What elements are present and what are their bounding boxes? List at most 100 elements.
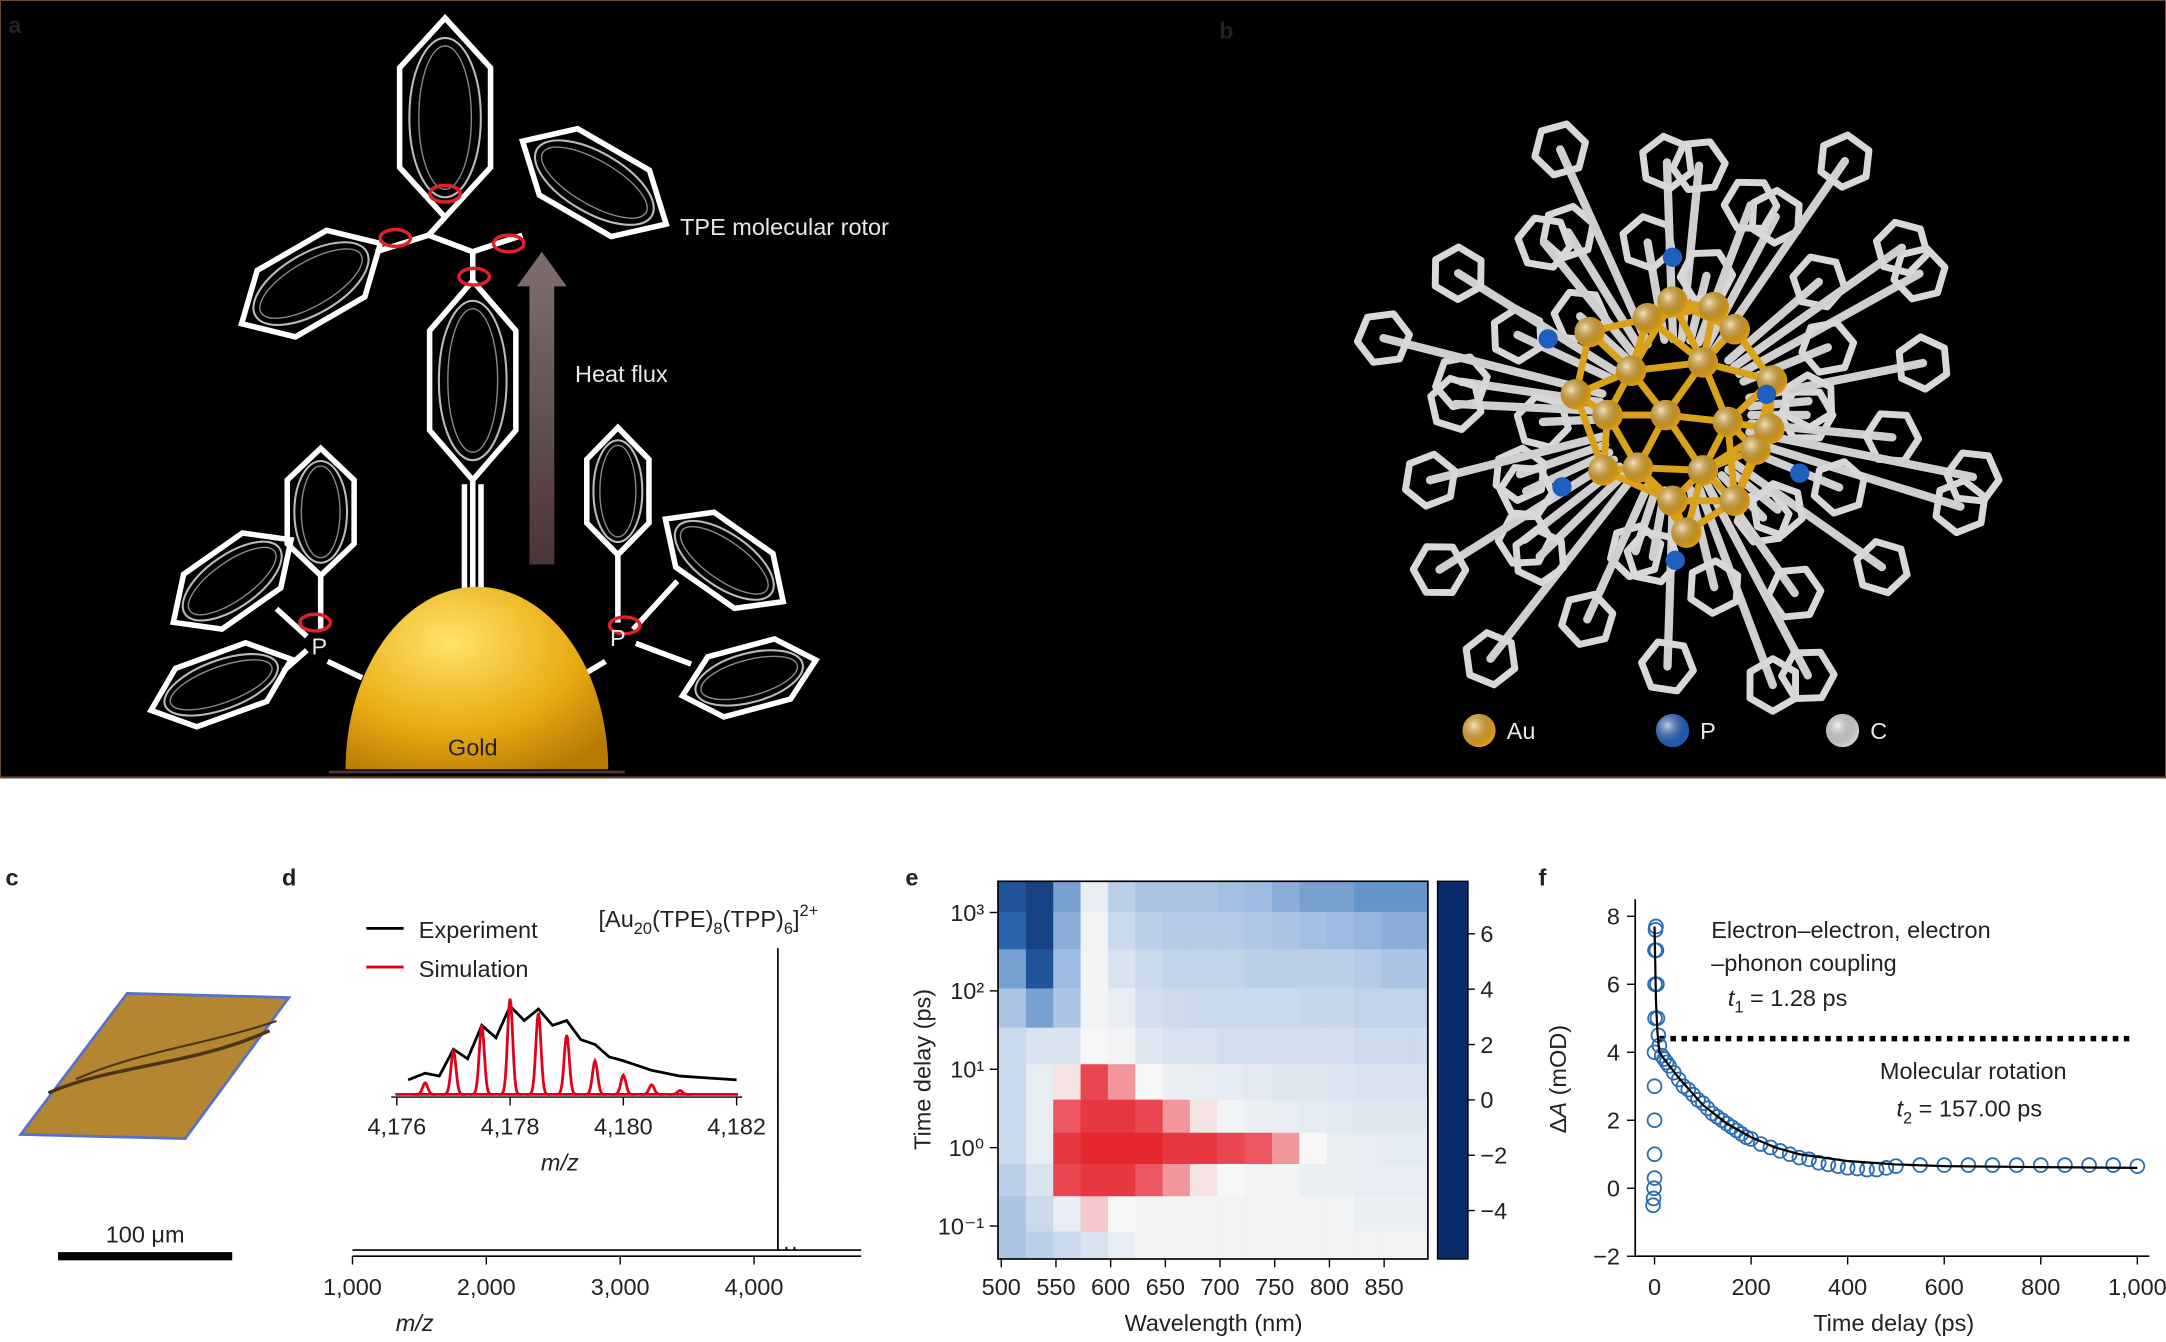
heatmap-cell bbox=[1381, 948, 1410, 989]
heatmap-cell bbox=[1025, 1230, 1054, 1259]
p-atom bbox=[1790, 463, 1810, 483]
ligand-ring bbox=[1890, 245, 1949, 303]
ligand-ring bbox=[1402, 450, 1459, 510]
ring-outline bbox=[170, 530, 295, 633]
heatmap-cell bbox=[1080, 1063, 1109, 1100]
ligand-bond bbox=[1663, 486, 1678, 671]
heatmap-cell bbox=[1381, 1026, 1410, 1065]
colorbar-tick-label: 6 bbox=[1480, 921, 1493, 947]
x-tick-label: 600 bbox=[1091, 1274, 1130, 1300]
heatmap-cell bbox=[1272, 911, 1301, 950]
ring-inner bbox=[187, 546, 277, 616]
x-tick-label: 550 bbox=[1036, 1274, 1075, 1300]
heatmap-cell bbox=[1025, 1098, 1054, 1133]
x-tick-label: 600 bbox=[1925, 1274, 1964, 1300]
ligand-ring bbox=[1817, 131, 1873, 191]
heatmap-cell bbox=[1189, 948, 1218, 989]
text-part: –phonon coupling bbox=[1711, 950, 1896, 976]
heatmap-cell bbox=[1080, 1163, 1109, 1197]
atom-shine bbox=[1687, 347, 1719, 378]
heatmap-cell bbox=[1244, 1098, 1273, 1133]
heatmap-cell bbox=[1217, 911, 1246, 950]
heatmap-cell bbox=[1326, 1195, 1355, 1232]
ligand-bond bbox=[1538, 415, 1604, 427]
ligand-bond bbox=[1535, 468, 1630, 561]
data-point bbox=[1984, 1157, 2001, 1173]
y-tick-label: 2 bbox=[1607, 1108, 1620, 1134]
heatmap-cell bbox=[1107, 1063, 1136, 1100]
gold-particle bbox=[345, 586, 609, 770]
heatmap-cell bbox=[1162, 1230, 1191, 1259]
heatmap-cell bbox=[1217, 1230, 1246, 1259]
heatmap-cell bbox=[1162, 1132, 1191, 1164]
heatmap-cell bbox=[1326, 1098, 1355, 1133]
data-point bbox=[1810, 1154, 1827, 1171]
ligand-ring bbox=[1531, 120, 1589, 179]
y-tick-label: 10⁻¹ bbox=[938, 1213, 985, 1239]
heatmap-cell bbox=[997, 1163, 1027, 1197]
heatmap-cell bbox=[1162, 987, 1191, 1028]
text-part: = 157.00 ps bbox=[1912, 1095, 2042, 1121]
data-point bbox=[1648, 918, 1664, 935]
ligand-ring bbox=[1514, 214, 1574, 271]
atom-shine bbox=[1650, 399, 1681, 431]
legend-ball-shine bbox=[1825, 713, 1860, 748]
simulation-peak bbox=[640, 1083, 664, 1096]
heatmap-cell bbox=[1299, 911, 1328, 950]
heatmap-cell bbox=[1217, 1063, 1246, 1100]
data-point bbox=[1868, 1161, 1885, 1178]
bond bbox=[634, 640, 693, 667]
atom-shine bbox=[1754, 413, 1785, 445]
x-tick-label: 800 bbox=[1310, 1274, 1349, 1300]
atom-shine bbox=[1671, 517, 1702, 548]
heatmap-cell bbox=[1053, 881, 1082, 912]
text-part: (TPE) bbox=[652, 906, 713, 932]
heatmap-cell bbox=[1189, 1026, 1218, 1065]
heatmap-cell bbox=[1189, 881, 1218, 912]
y-tick-label: 0 bbox=[1607, 1176, 1620, 1202]
heatmap-cell bbox=[1217, 948, 1246, 989]
data-point bbox=[1878, 1160, 1895, 1176]
ring-inner bbox=[694, 649, 805, 707]
panel-letter: e bbox=[905, 864, 918, 890]
heatmap-cell bbox=[1354, 881, 1383, 912]
colorbar-tick-label: −4 bbox=[1480, 1198, 1507, 1224]
heatmap-cell bbox=[1080, 1098, 1109, 1133]
heatmap-cell bbox=[997, 1098, 1027, 1133]
x-tick-label: 0 bbox=[1648, 1274, 1661, 1300]
text-part: 6 bbox=[784, 920, 793, 938]
heatmap-cell bbox=[997, 987, 1027, 1028]
simulation-peak bbox=[413, 1081, 437, 1096]
atom-shine bbox=[1657, 485, 1688, 517]
ring-inner bbox=[169, 659, 273, 711]
data-point bbox=[1675, 1078, 1692, 1095]
x-tick-label: 750 bbox=[1255, 1274, 1294, 1300]
p-atom bbox=[1552, 477, 1572, 497]
heatmap-cell bbox=[1272, 1163, 1301, 1197]
rotation-marker bbox=[491, 233, 526, 254]
bond bbox=[426, 215, 448, 238]
data-point bbox=[2105, 1157, 2122, 1173]
heatmap-cell bbox=[1408, 1163, 1428, 1197]
heatmap-cell bbox=[1025, 1063, 1054, 1100]
annotation: Electron–electron, electron bbox=[1711, 917, 1990, 943]
heatmap-cell bbox=[1217, 987, 1246, 1028]
data-point bbox=[1888, 1158, 1904, 1174]
heatmap-cell bbox=[1326, 1026, 1355, 1065]
ligand-bond bbox=[1745, 428, 1978, 482]
text-part: 2+ bbox=[800, 902, 819, 920]
ligand-ring bbox=[1746, 655, 1800, 715]
plot-frame bbox=[997, 880, 1429, 1260]
colorbar-tick-label: 4 bbox=[1480, 976, 1493, 1002]
bond bbox=[326, 658, 364, 681]
heatmap-cell bbox=[1217, 1132, 1246, 1164]
data-point bbox=[1646, 1170, 1663, 1186]
rotation-marker bbox=[378, 227, 413, 248]
colorbar bbox=[1436, 880, 1469, 1260]
legend-label: P bbox=[1700, 718, 1716, 744]
ligand-bond bbox=[1702, 480, 1812, 680]
ring-outline bbox=[238, 227, 384, 340]
ligand-ring bbox=[1798, 319, 1858, 376]
atom-shine bbox=[1615, 355, 1647, 386]
heatmap-cell bbox=[1354, 1098, 1383, 1133]
